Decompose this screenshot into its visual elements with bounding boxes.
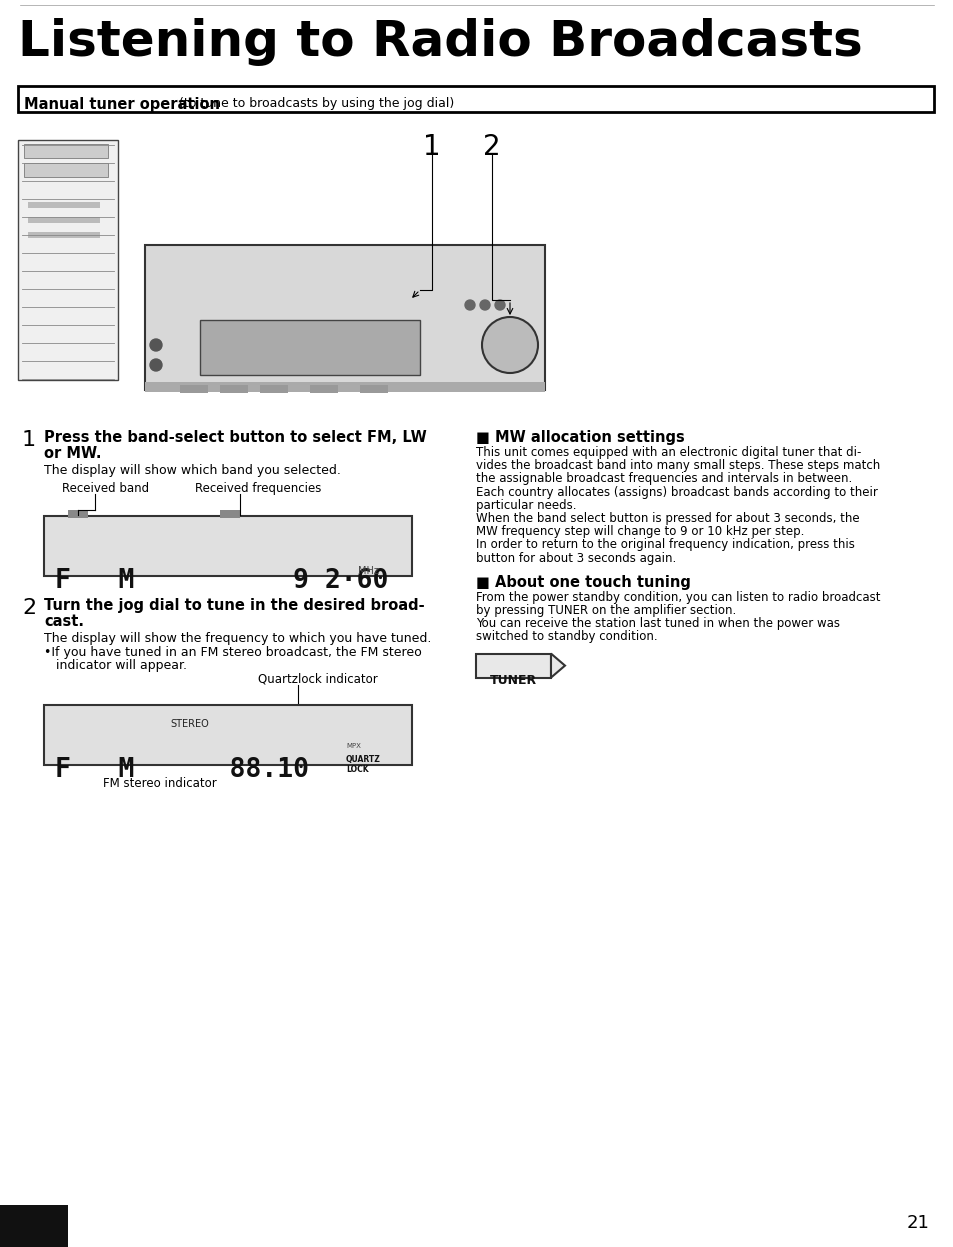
Text: STEREO: STEREO xyxy=(171,720,209,729)
Text: indicator will appear.: indicator will appear. xyxy=(44,658,187,672)
Bar xyxy=(145,244,544,390)
Text: vides the broadcast band into many small steps. These steps match: vides the broadcast band into many small… xyxy=(476,459,880,473)
Text: Quartzlock indicator: Quartzlock indicator xyxy=(257,673,377,686)
Text: Press the band-select button to select FM, LW: Press the band-select button to select F… xyxy=(44,430,426,445)
Bar xyxy=(359,385,388,393)
Bar xyxy=(28,202,100,208)
Text: 2: 2 xyxy=(22,599,36,619)
Circle shape xyxy=(481,317,537,373)
Circle shape xyxy=(464,301,475,311)
Bar xyxy=(220,385,248,393)
Circle shape xyxy=(150,359,162,372)
Text: F   M      88.10: F M 88.10 xyxy=(55,757,309,783)
Bar xyxy=(24,143,108,158)
Bar xyxy=(44,516,412,576)
Circle shape xyxy=(495,301,504,311)
Circle shape xyxy=(150,339,162,350)
Text: Manual tuner operation: Manual tuner operation xyxy=(24,97,220,112)
Text: MW frequency step will change to 9 or 10 kHz per step.: MW frequency step will change to 9 or 10… xyxy=(476,525,803,539)
Text: 21: 21 xyxy=(906,1215,929,1232)
Bar xyxy=(44,705,412,764)
Text: 2: 2 xyxy=(482,133,500,161)
Bar xyxy=(200,320,419,375)
Text: Each country allocates (assigns) broadcast bands according to their: Each country allocates (assigns) broadca… xyxy=(476,485,877,499)
Text: switched to standby condition.: switched to standby condition. xyxy=(476,631,657,643)
Text: You can receive the station last tuned in when the power was: You can receive the station last tuned i… xyxy=(476,617,840,630)
Polygon shape xyxy=(551,653,564,677)
Text: (to tune to broadcasts by using the jog dial): (to tune to broadcasts by using the jog … xyxy=(174,97,454,110)
Text: ■ MW allocation settings: ■ MW allocation settings xyxy=(476,430,684,445)
Text: MHz: MHz xyxy=(357,566,378,576)
Text: In order to return to the original frequency indication, press this: In order to return to the original frequ… xyxy=(476,539,854,551)
Text: Received band: Received band xyxy=(62,483,149,495)
Text: cast.: cast. xyxy=(44,614,84,628)
Text: TUNER: TUNER xyxy=(490,673,537,687)
Bar xyxy=(476,653,551,677)
Bar xyxy=(260,385,288,393)
Text: MPX: MPX xyxy=(346,743,360,749)
Bar xyxy=(220,510,240,518)
Text: the assignable broadcast frequencies and intervals in between.: the assignable broadcast frequencies and… xyxy=(476,473,851,485)
Bar xyxy=(28,217,100,223)
Text: by pressing TUNER on the amplifier section.: by pressing TUNER on the amplifier secti… xyxy=(476,604,736,617)
Bar xyxy=(18,140,118,380)
Text: button for about 3 seconds again.: button for about 3 seconds again. xyxy=(476,551,676,565)
Bar xyxy=(145,382,544,392)
Text: Listening to Radio Broadcasts: Listening to Radio Broadcasts xyxy=(18,17,862,66)
Text: FM stereo indicator: FM stereo indicator xyxy=(103,777,216,791)
Text: This unit comes equipped with an electronic digital tuner that di-: This unit comes equipped with an electro… xyxy=(476,446,861,459)
Bar xyxy=(68,510,88,518)
Text: The display will show the frequency to which you have tuned.: The display will show the frequency to w… xyxy=(44,632,431,645)
Bar xyxy=(24,163,108,177)
Text: •If you have tuned in an FM stereo broadcast, the FM stereo: •If you have tuned in an FM stereo broad… xyxy=(44,646,421,658)
Text: The display will show which band you selected.: The display will show which band you sel… xyxy=(44,464,340,478)
Text: or MW.: or MW. xyxy=(44,446,101,461)
Text: QUARTZ
LOCK: QUARTZ LOCK xyxy=(346,754,380,773)
Text: Turn the jog dial to tune in the desired broad-: Turn the jog dial to tune in the desired… xyxy=(44,599,424,614)
Bar xyxy=(180,385,208,393)
Text: 1: 1 xyxy=(423,133,440,161)
Text: ■ About one touch tuning: ■ About one touch tuning xyxy=(476,575,690,590)
Bar xyxy=(0,1205,68,1247)
Circle shape xyxy=(479,301,490,311)
Text: particular needs.: particular needs. xyxy=(476,499,576,511)
Bar xyxy=(310,385,337,393)
Text: Received frequencies: Received frequencies xyxy=(194,483,321,495)
Text: When the band select button is pressed for about 3 seconds, the: When the band select button is pressed f… xyxy=(476,513,859,525)
Bar xyxy=(28,232,100,238)
Text: F   M          9 2·60: F M 9 2·60 xyxy=(55,567,388,594)
Bar xyxy=(18,86,933,112)
Text: 1: 1 xyxy=(22,430,36,450)
Text: From the power standby condition, you can listen to radio broadcast: From the power standby condition, you ca… xyxy=(476,591,880,604)
